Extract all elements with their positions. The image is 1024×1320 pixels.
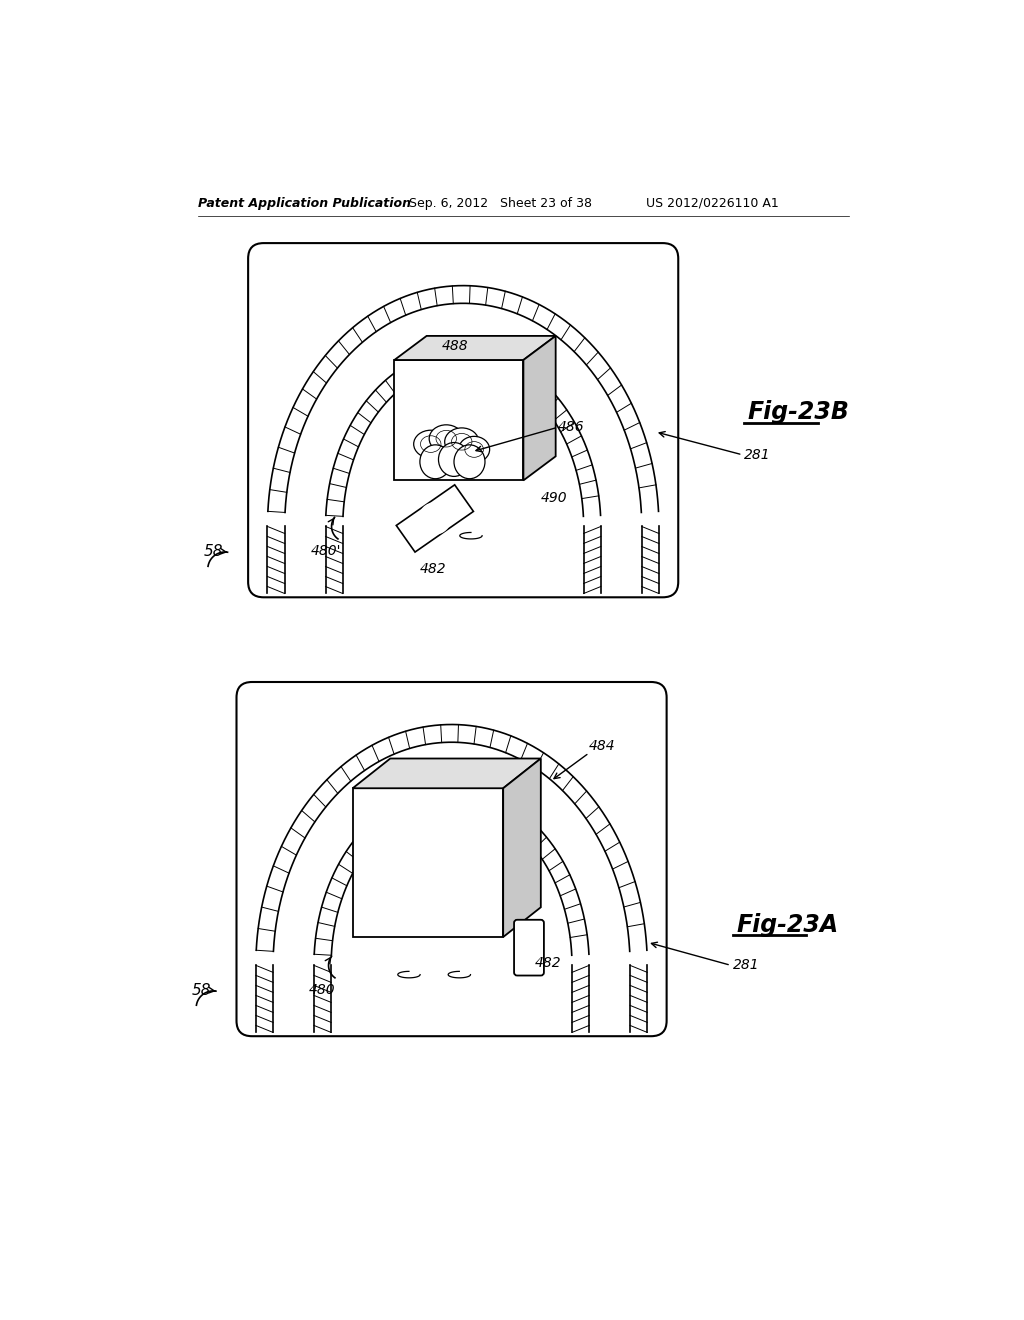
Ellipse shape [438, 442, 469, 477]
Polygon shape [352, 788, 503, 937]
Polygon shape [352, 759, 541, 788]
Ellipse shape [444, 428, 479, 455]
Text: Sep. 6, 2012: Sep. 6, 2012 [410, 197, 488, 210]
FancyBboxPatch shape [248, 243, 678, 597]
Polygon shape [394, 360, 523, 480]
Text: 58: 58 [191, 982, 211, 998]
Polygon shape [394, 335, 556, 360]
FancyBboxPatch shape [237, 682, 667, 1036]
Ellipse shape [414, 430, 447, 458]
Text: 488: 488 [442, 339, 469, 354]
Text: Sheet 23 of 38: Sheet 23 of 38 [500, 197, 592, 210]
Text: 480: 480 [309, 983, 336, 997]
Text: 490: 490 [541, 491, 567, 506]
Text: US 2012/0226110 A1: US 2012/0226110 A1 [646, 197, 778, 210]
Polygon shape [396, 484, 473, 552]
Text: 484: 484 [589, 739, 615, 752]
Ellipse shape [420, 445, 451, 479]
Ellipse shape [454, 445, 485, 479]
Text: 486: 486 [558, 420, 585, 434]
Ellipse shape [459, 437, 489, 462]
Text: Fig-23A: Fig-23A [736, 912, 839, 937]
Text: 482: 482 [420, 562, 446, 576]
Text: 281: 281 [744, 447, 771, 462]
FancyBboxPatch shape [514, 920, 544, 975]
Text: 58: 58 [204, 544, 223, 558]
Circle shape [419, 502, 452, 535]
Ellipse shape [429, 425, 463, 453]
Text: 281: 281 [732, 958, 759, 973]
Polygon shape [503, 759, 541, 937]
Text: Fig-23B: Fig-23B [748, 400, 850, 425]
Polygon shape [523, 335, 556, 480]
Text: Patent Application Publication: Patent Application Publication [198, 197, 411, 210]
Text: 482: 482 [536, 956, 562, 970]
Text: 480': 480' [310, 544, 341, 558]
